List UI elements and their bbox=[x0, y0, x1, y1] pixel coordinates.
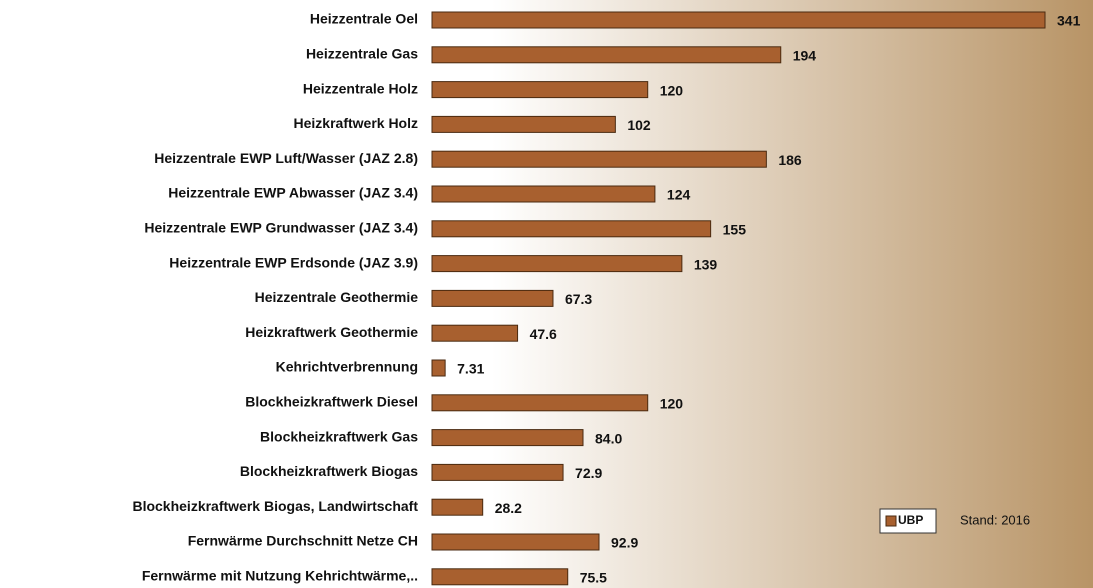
category-label: Heizkraftwerk Holz bbox=[294, 115, 418, 131]
bar bbox=[431, 394, 649, 412]
value-label: 194 bbox=[793, 48, 817, 64]
category-label: Heizzentrale Oel bbox=[310, 11, 418, 27]
bar bbox=[431, 568, 569, 586]
bar bbox=[431, 11, 1046, 29]
value-label: 75.5 bbox=[580, 570, 607, 586]
bar bbox=[431, 46, 782, 64]
value-label: 84.0 bbox=[595, 430, 622, 446]
category-label: Kehrichtverbrennung bbox=[276, 359, 418, 375]
bar bbox=[431, 498, 484, 516]
value-label: 120 bbox=[660, 396, 684, 412]
value-label: 341 bbox=[1057, 13, 1081, 29]
value-label: 72.9 bbox=[575, 465, 602, 481]
value-label: 120 bbox=[660, 82, 684, 98]
category-label: Blockheizkraftwerk Gas bbox=[260, 428, 418, 444]
legend-label: UBP bbox=[898, 513, 923, 527]
value-label: 7.31 bbox=[457, 361, 484, 377]
value-label: 67.3 bbox=[565, 291, 592, 307]
bar bbox=[431, 81, 649, 99]
category-label: Heizzentrale Holz bbox=[303, 80, 418, 96]
bar bbox=[431, 324, 519, 342]
value-label: 28.2 bbox=[495, 500, 522, 516]
category-label: Heizzentrale Gas bbox=[306, 46, 418, 62]
category-label: Heizzentrale EWP Luft/Wasser (JAZ 2.8) bbox=[154, 150, 418, 166]
category-label: Blockheizkraftwerk Diesel bbox=[245, 394, 418, 410]
category-label: Fernwärme Durchschnitt Netze CH bbox=[188, 533, 418, 549]
category-label: Fernwärme mit Nutzung Kehrichtwärme,.. bbox=[142, 568, 418, 584]
category-label: Heizzentrale Geothermie bbox=[255, 289, 419, 305]
bar bbox=[431, 359, 446, 377]
category-label: Heizzentrale EWP Erdsonde (JAZ 3.9) bbox=[169, 254, 418, 270]
value-label: 92.9 bbox=[611, 535, 638, 551]
bar bbox=[431, 150, 767, 168]
bar bbox=[431, 255, 683, 273]
value-label: 102 bbox=[627, 117, 651, 133]
category-label: Blockheizkraftwerk Biogas bbox=[240, 463, 418, 479]
value-label: 124 bbox=[667, 187, 691, 203]
annotation: Stand: 2016 bbox=[960, 512, 1030, 527]
category-label: Blockheizkraftwerk Biogas, Landwirtschaf… bbox=[132, 498, 418, 514]
value-label: 155 bbox=[723, 222, 747, 238]
bar bbox=[431, 463, 564, 481]
value-label: 186 bbox=[778, 152, 802, 168]
bar bbox=[431, 185, 656, 203]
bar bbox=[431, 533, 600, 551]
value-label: 47.6 bbox=[530, 326, 557, 342]
legend-swatch bbox=[885, 515, 897, 527]
bar bbox=[431, 429, 584, 447]
value-label: 139 bbox=[694, 256, 718, 272]
category-label: Heizzentrale EWP Abwasser (JAZ 3.4) bbox=[168, 185, 418, 201]
bar bbox=[431, 115, 616, 133]
category-label: Heizzentrale EWP Grundwasser (JAZ 3.4) bbox=[144, 220, 418, 236]
bar bbox=[431, 220, 712, 238]
bar bbox=[431, 289, 554, 307]
category-label: Heizkraftwerk Geothermie bbox=[245, 324, 418, 340]
